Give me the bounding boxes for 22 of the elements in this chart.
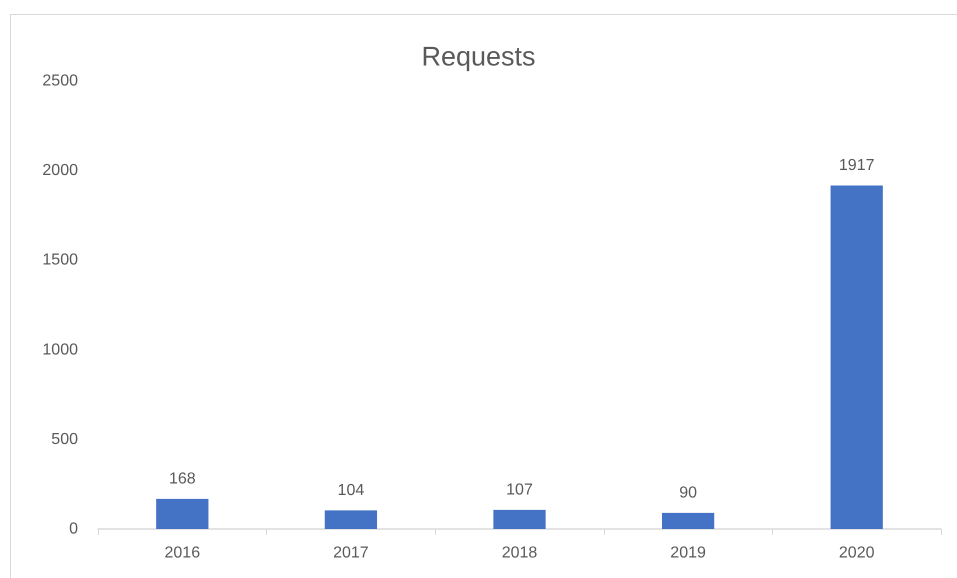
y-tick-label: 1000 [42, 341, 78, 358]
data-label: 104 [338, 482, 364, 499]
x-tick-label: 2017 [333, 544, 369, 562]
data-label: 107 [506, 481, 533, 498]
y-tick-label: 500 [51, 430, 78, 448]
y-tick-label: 1500 [42, 252, 78, 269]
bar [324, 510, 378, 529]
x-tick-label: 2019 [670, 544, 706, 562]
y-tick-label: 2500 [42, 72, 78, 90]
x-tick-label: 2016 [164, 544, 200, 562]
data-label: 90 [679, 484, 698, 502]
bar [156, 498, 208, 529]
x-tick-label: 2018 [502, 544, 538, 562]
bar [662, 512, 714, 529]
bar [830, 185, 883, 529]
x-tick-label: 2020 [838, 544, 875, 562]
bar [493, 510, 546, 529]
data-label: 168 [168, 470, 196, 488]
y-tick-label: 2000 [42, 162, 78, 180]
y-tick-label: 0 [69, 520, 78, 538]
chart-title: Requests [421, 42, 536, 72]
data-label: 1917 [838, 156, 875, 174]
